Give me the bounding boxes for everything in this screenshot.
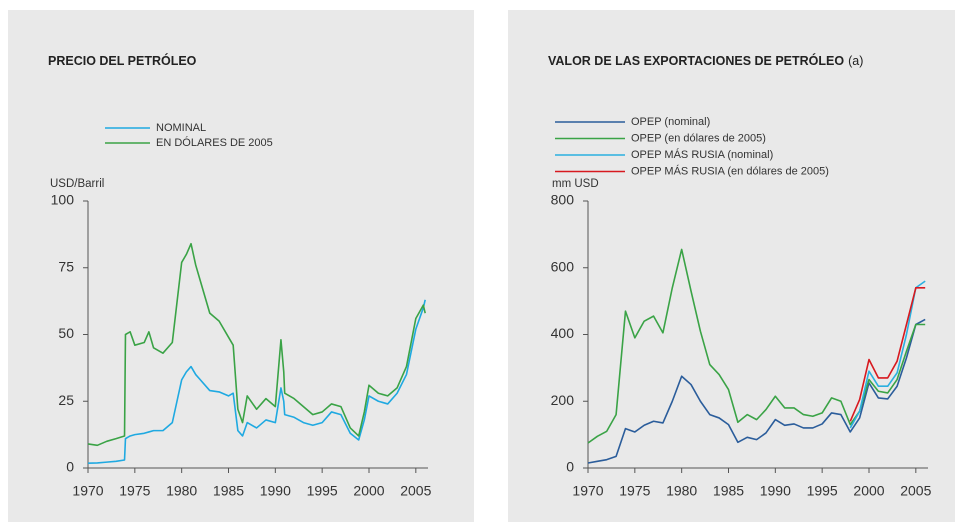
y-tick-label: 600 (551, 258, 575, 274)
legend-label: OPEP (en dólares de 2005) (631, 132, 766, 144)
data-line (587, 318, 926, 464)
chart-title: VALOR DE LAS EXPORTACIONES DE PETRÓLEO (a… (548, 53, 863, 68)
x-tick-label: 1970 (572, 483, 603, 499)
x-tick-label: 1985 (213, 483, 244, 499)
x-tick-label: 2005 (400, 483, 431, 499)
title-text: VALOR DE LAS EXPORTACIONES DE PETRÓLEO (548, 53, 844, 68)
x-tick-label: 1970 (72, 483, 103, 499)
y-tick-label: 50 (58, 325, 74, 341)
x-tick-label: 1990 (260, 483, 291, 499)
legend-label: OPEP MÁS RUSIA (en dólares de 2005) (631, 164, 829, 177)
x-tick-label: 1975 (619, 483, 650, 499)
x-tick-label: 1980 (166, 483, 197, 499)
data-line (849, 280, 926, 429)
title-note: (a) (848, 54, 863, 68)
x-tick-label: 1995 (307, 483, 338, 499)
data-line (87, 299, 426, 464)
legend-label: EN DÓLARES DE 2005 (156, 136, 273, 149)
y-tick-label: 0 (66, 459, 74, 475)
y-tick-label: 75 (58, 258, 74, 274)
y-tick-label: 200 (551, 392, 575, 408)
y-tick-label: 100 (51, 192, 75, 208)
data-line (87, 242, 426, 447)
y-axis-label: mm USD (552, 178, 599, 190)
legend-label: OPEP MÁS RUSIA (nominal) (631, 148, 773, 161)
x-tick-label: 2000 (353, 483, 384, 499)
legend-label: OPEP (nominal) (631, 116, 710, 128)
x-tick-label: 2005 (900, 483, 931, 499)
title-text: PRECIO DEL PETRÓLEO (48, 53, 197, 68)
panel (508, 10, 955, 522)
x-tick-label: 1990 (760, 483, 791, 499)
x-tick-label: 1975 (119, 483, 150, 499)
y-tick-label: 400 (551, 325, 575, 341)
panel (8, 10, 474, 522)
x-tick-label: 1980 (666, 483, 697, 499)
y-tick-label: 25 (58, 392, 74, 408)
data-line (849, 286, 926, 422)
chart-title: PRECIO DEL PETRÓLEO (48, 53, 197, 68)
x-tick-label: 1985 (713, 483, 744, 499)
legend-label: NOMINAL (156, 122, 206, 134)
y-tick-label: 800 (551, 192, 575, 208)
data-line (587, 248, 926, 444)
x-tick-label: 2000 (853, 483, 884, 499)
x-tick-label: 1995 (807, 483, 838, 499)
y-axis-label: USD/Barril (50, 178, 104, 190)
y-tick-label: 0 (566, 459, 574, 475)
